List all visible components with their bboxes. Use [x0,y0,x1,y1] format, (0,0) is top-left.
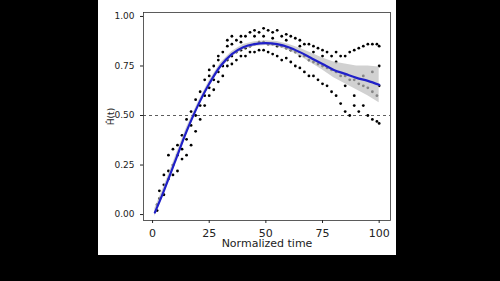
svg-text:25: 25 [202,227,216,240]
svg-text:100: 100 [369,227,390,240]
svg-text:0.50: 0.50 [114,110,134,120]
svg-text:75: 75 [316,227,330,240]
svg-text:Normalized time: Normalized time [222,237,313,250]
svg-text:0: 0 [149,227,156,240]
svg-text:50: 50 [258,227,273,241]
svg-text:Ĥ(t): Ĥ(t) [105,108,116,125]
svg-text:0.25: 0.25 [114,160,134,170]
svg-text:1.00: 1.00 [114,11,134,21]
svg-text:0.75: 0.75 [114,61,134,71]
svg-text:0.00: 0.00 [114,209,134,219]
